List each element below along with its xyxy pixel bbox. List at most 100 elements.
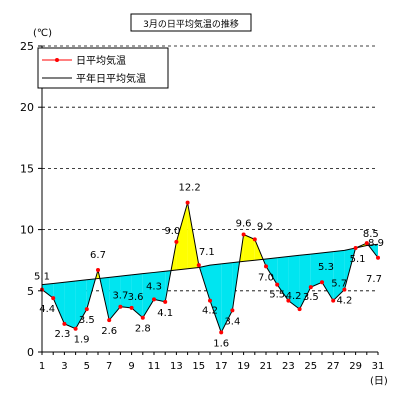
y-tick-label: 20 <box>20 101 34 114</box>
data-point-actual <box>152 297 156 302</box>
x-tick-label: 31 <box>372 361 385 372</box>
data-label: 4.2 <box>202 306 218 317</box>
data-point-actual <box>129 305 134 310</box>
x-tick-label: 1 <box>39 361 45 372</box>
data-point-actual <box>264 264 268 269</box>
data-label: 1.9 <box>74 335 90 346</box>
x-tick-label: 19 <box>237 361 250 372</box>
data-point-actual <box>73 326 78 331</box>
data-label: 6.7 <box>90 250 106 261</box>
data-label: 7.0 <box>258 272 274 283</box>
data-label: 4.3 <box>146 281 162 292</box>
data-point-actual <box>163 299 168 304</box>
x-tick-label: 11 <box>148 361 161 372</box>
x-tick-label: 17 <box>215 361 228 372</box>
chart-title: 3月の日平均気温の推移 <box>143 18 239 30</box>
data-point-actual <box>364 241 369 246</box>
data-point-actual <box>308 285 313 290</box>
data-label: 4.1 <box>157 308 173 319</box>
fill-below-normal <box>109 276 121 321</box>
legend-label-actual: 日平均気温 <box>76 54 126 67</box>
data-label: 5.1 <box>350 254 366 265</box>
fill-below-normal <box>64 281 76 329</box>
point-layer <box>40 200 380 335</box>
data-label: 7.7 <box>366 274 382 285</box>
data-point-actual <box>230 308 235 313</box>
data-point-actual <box>353 245 358 250</box>
data-label: 2.6 <box>101 326 117 337</box>
fill-below-normal <box>75 279 87 329</box>
x-tick-label: 7 <box>106 361 112 372</box>
legend-label-normal: 平年日平均気温 <box>76 72 146 85</box>
x-tick-label: 25 <box>304 361 317 372</box>
data-label: 3.7 <box>112 291 128 302</box>
fill-below-normal <box>288 255 300 310</box>
data-point-actual <box>185 200 190 205</box>
series-line-normal <box>41 243 379 286</box>
fill-below-normal <box>310 252 322 288</box>
fill-below-normal <box>142 272 154 318</box>
fill-below-normal <box>333 250 345 301</box>
fill-below-normal <box>299 254 311 310</box>
x-tick-label: 3 <box>61 361 67 372</box>
x-tick-label: 5 <box>84 361 90 372</box>
fill-below-normal <box>53 282 65 324</box>
data-label: 4.2 <box>286 291 302 302</box>
y-tick-label: 0 <box>27 346 34 359</box>
x-tick-label: 13 <box>170 361 183 372</box>
data-point-actual <box>342 287 347 292</box>
fill-above-normal <box>176 202 188 270</box>
x-tick-label: 21 <box>260 361 273 372</box>
y-tick-label: 10 <box>20 224 34 237</box>
x-tick-label: 15 <box>192 361 205 372</box>
data-point-actual <box>286 298 291 303</box>
data-label: 7.1 <box>199 247 215 258</box>
data-label: 4.4 <box>39 304 55 315</box>
fill-below-normal <box>42 283 54 299</box>
data-label: 3.5 <box>79 315 95 326</box>
data-point-actual <box>140 315 145 320</box>
data-label: 5.7 <box>331 279 347 290</box>
fill-below-normal <box>120 274 132 308</box>
chart-title-box <box>130 13 252 32</box>
data-point-actual <box>84 307 89 312</box>
data-point-actual <box>275 282 280 287</box>
data-point-actual <box>196 263 201 268</box>
data-label: 3.4 <box>224 316 240 327</box>
data-label: 8.5 <box>363 229 379 240</box>
data-label: 5.3 <box>318 262 334 273</box>
data-label: 5.5 <box>269 290 285 301</box>
fill-below-normal <box>322 251 334 301</box>
data-label: 9.0 <box>164 226 180 237</box>
fill-below-normal <box>154 271 166 302</box>
data-label: 1.6 <box>213 338 229 349</box>
legend: 日平均気温 平年日平均気温 <box>37 47 169 89</box>
fill-below-normal <box>210 263 222 333</box>
fill-above-normal <box>243 234 255 262</box>
data-point-actual <box>376 255 380 260</box>
data-label: 9.2 <box>257 221 273 232</box>
data-point-actual <box>96 267 100 272</box>
fill-below-normal <box>266 257 278 285</box>
fill-below-normal <box>131 273 143 318</box>
x-tick-label: 9 <box>128 361 134 372</box>
data-point-actual <box>331 298 336 303</box>
y-tick-label: 25 <box>20 40 34 53</box>
x-tick-label: 27 <box>327 361 340 372</box>
data-point-actual <box>118 304 123 309</box>
data-label: 8.9 <box>368 238 384 249</box>
data-point-actual <box>219 330 224 335</box>
x-tick-label: 23 <box>282 361 295 372</box>
data-point-actual <box>208 298 212 303</box>
data-point-actual <box>62 321 67 326</box>
data-point-actual <box>297 307 302 312</box>
fill-below-normal <box>277 256 289 301</box>
x-tick-label: 29 <box>349 361 362 372</box>
data-label: 3.6 <box>128 292 144 303</box>
y-axis-unit: (℃) <box>33 28 52 39</box>
data-point-actual <box>107 318 112 323</box>
data-label: 3.5 <box>303 292 319 303</box>
data-point-actual <box>320 280 324 285</box>
